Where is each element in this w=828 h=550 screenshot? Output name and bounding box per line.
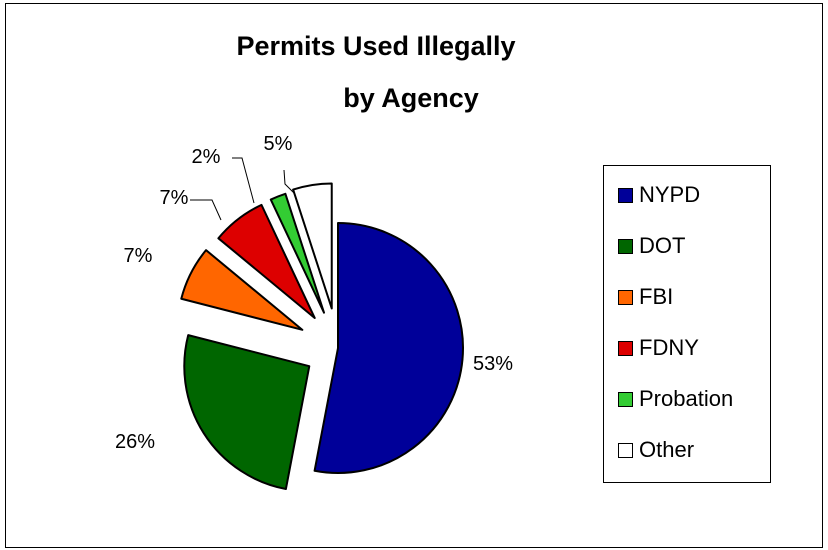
chart-title: Permits Used Illegally by Agency (6, 20, 766, 124)
pie-slice-probation (269, 192, 326, 314)
legend-label-probation: Probation (639, 386, 734, 411)
legend-label-nypd: NYPD (639, 182, 701, 207)
legend-label-other: Other (639, 437, 695, 462)
pie-slice-nypd (313, 222, 464, 474)
leader-line-probation (232, 157, 255, 204)
leader-line-other (283, 169, 295, 194)
data-label-nypd: 53% (473, 353, 513, 375)
legend-label-dot: DOT (639, 233, 686, 258)
legend-swatch-probation (618, 391, 633, 407)
data-label-probation: 2% (192, 146, 221, 168)
legend-label-fdny: FDNY (639, 335, 699, 360)
legend-swatch-fdny (618, 340, 633, 356)
leader-line-fdny (190, 199, 222, 221)
legend-item-other: Other (618, 435, 694, 465)
chart-title-line2: by Agency (343, 83, 479, 113)
legend-item-dot: DOT (618, 231, 685, 261)
data-label-fdny: 7% (160, 187, 189, 209)
data-label-other: 5% (264, 133, 293, 155)
legend-item-fbi: FBI (618, 282, 673, 312)
legend-item-probation: Probation (618, 384, 733, 414)
legend-swatch-fbi (618, 289, 633, 305)
pie-slice-fdny (217, 203, 316, 319)
data-label-dot: 26% (115, 431, 155, 453)
legend-swatch-nypd (618, 187, 633, 203)
legend-item-fdny: FDNY (618, 333, 699, 363)
legend-swatch-other (618, 442, 633, 458)
data-label-fbi: 7% (124, 245, 153, 267)
pie-slice-fbi (180, 249, 304, 331)
pie-slice-dot (183, 334, 311, 491)
chart-title-line1: Permits Used Illegally (236, 31, 516, 61)
legend-label-fbi: FBI (639, 284, 674, 309)
legend-item-nypd: NYPD (618, 180, 700, 210)
legend: NYPD DOT FBI FDNY Probation Other (603, 165, 771, 483)
legend-swatch-dot (618, 238, 633, 254)
pie-slice-other (292, 182, 333, 310)
